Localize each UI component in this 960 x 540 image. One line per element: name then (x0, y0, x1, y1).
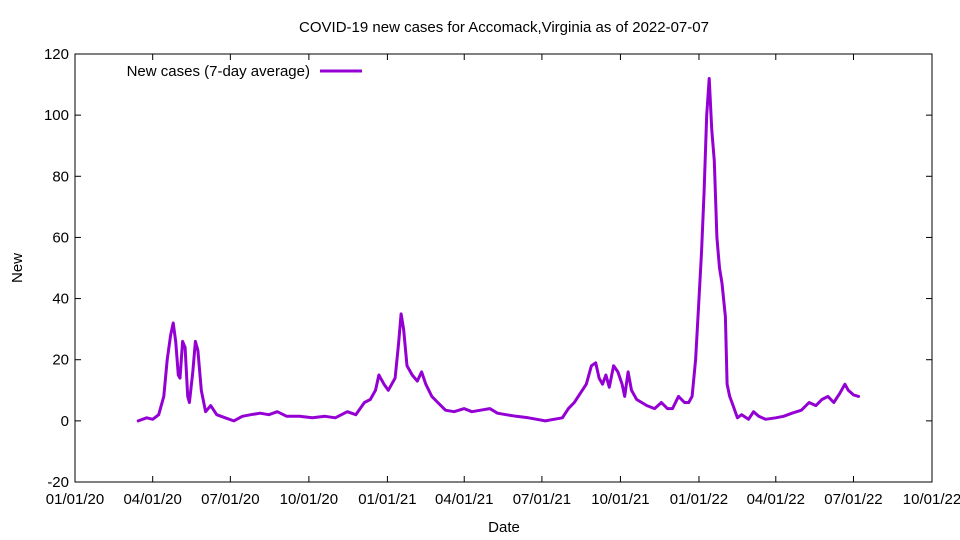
x-tick-label: 04/01/20 (123, 491, 181, 508)
y-axis-label: New (9, 253, 26, 283)
x-axis-label: Date (488, 519, 520, 536)
x-tick-label: 04/01/21 (435, 491, 493, 508)
plot-frame (74, 53, 933, 483)
y-tick-label: 20 (52, 352, 69, 369)
x-tick-label: 04/01/22 (747, 491, 805, 508)
x-tick-label: 01/01/22 (670, 491, 728, 508)
x-tick-label: 10/01/22 (903, 491, 960, 508)
y-tick-label: 100 (44, 107, 69, 124)
x-tick-label: 07/01/22 (824, 491, 882, 508)
chart-title: COVID-19 new cases for Accomack,Virginia… (299, 19, 709, 36)
x-tick-label: 01/01/20 (46, 491, 104, 508)
legend: New cases (7-day average) (127, 63, 362, 80)
x-tick-label: 07/01/21 (513, 491, 571, 508)
x-tick-label: 07/01/20 (201, 491, 259, 508)
series-line (136, 77, 861, 423)
x-axis: 01/01/20 04/01/20 07/01/20 10/01/20 01/01/21… (46, 54, 960, 508)
y-tick-label: 60 (52, 229, 69, 246)
y-axis: -20 0 20 40 60 80 100 120 (44, 46, 932, 491)
y-tick-label: 0 (61, 413, 69, 430)
legend-label: New cases (7-day average) (127, 63, 310, 80)
y-tick-label: 80 (52, 168, 69, 185)
y-tick-label: -20 (47, 474, 69, 491)
y-tick-label: 40 (52, 291, 69, 308)
y-tick-label: 120 (44, 46, 69, 63)
x-tick-label: 10/01/21 (591, 491, 649, 508)
x-tick-label: 01/01/21 (358, 491, 416, 508)
x-tick-label: 10/01/20 (280, 491, 338, 508)
